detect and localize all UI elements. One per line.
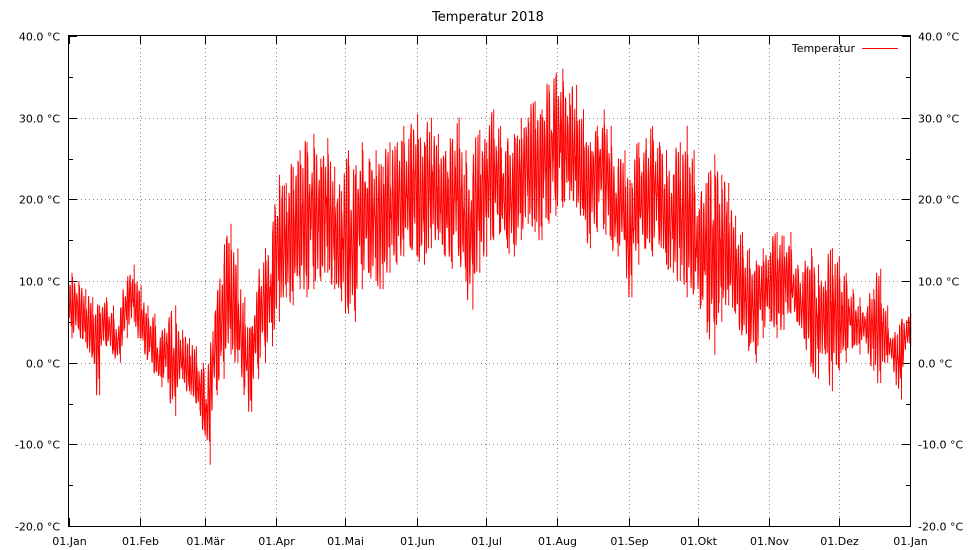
y-tick-label-left: 30.0 °C	[19, 113, 60, 126]
x-tick-label: 01.Jan	[893, 535, 927, 548]
legend: Temperatur	[791, 42, 898, 55]
x-tick-label: 01.Mär	[186, 535, 225, 548]
x-tick-label: 01.Dez	[820, 535, 859, 548]
plot-frame	[68, 35, 911, 527]
y-tick-label-right: 0.0 °C	[918, 358, 952, 371]
y-axis-left-labels: -20.0 °C -10.0 °C 0.0 °C 10.0 °C 20.0 °C 30.0…	[15, 31, 60, 534]
x-tick-label: 01.Apr	[258, 535, 295, 548]
chart-title: Temperatur 2018	[431, 10, 544, 25]
y-tick-label-left: -20.0 °C	[15, 521, 60, 534]
x-tick-label: 01.Feb	[122, 535, 159, 548]
y-tick-label-left: 20.0 °C	[19, 194, 60, 207]
y-tick-label-right: 10.0 °C	[918, 276, 959, 289]
x-tick-label: 01.Mai	[327, 535, 364, 548]
x-tick-label: 01.Jun	[400, 535, 435, 548]
y-axis-right-labels: -20.0 °C -10.0 °C 0.0 °C 10.0 °C 20.0 °C 30.0…	[918, 31, 963, 534]
y-tick-label-left: 10.0 °C	[19, 276, 60, 289]
x-tick-label: 01.Jul	[471, 535, 502, 548]
series-layer	[68, 68, 912, 465]
y-tick-label-left: 40.0 °C	[19, 31, 60, 44]
x-tick-label: 01.Nov	[750, 535, 789, 548]
y-tick-label-right: -20.0 °C	[918, 521, 963, 534]
y-tick-label-right: -10.0 °C	[918, 439, 963, 452]
y-tick-label-right: 30.0 °C	[918, 113, 959, 126]
y-tick-label-left: 0.0 °C	[26, 358, 60, 371]
x-tick-label: 01.Sep	[610, 535, 648, 548]
x-tick-label: 01.Jan	[52, 535, 86, 548]
x-tick-label: 01.Aug	[538, 535, 577, 548]
x-axis-labels: 01.Jan 01.Feb 01.Mär 01.Apr 01.Mai 01.Jun 01.J…	[52, 535, 927, 548]
y-tick-label-right: 40.0 °C	[918, 31, 959, 44]
y-tick-label-right: 20.0 °C	[918, 194, 959, 207]
legend-label-temperatur: Temperatur	[791, 42, 856, 55]
y-tick-label-left: -10.0 °C	[15, 439, 60, 452]
x-tick-label: 01.Okt	[680, 535, 718, 548]
